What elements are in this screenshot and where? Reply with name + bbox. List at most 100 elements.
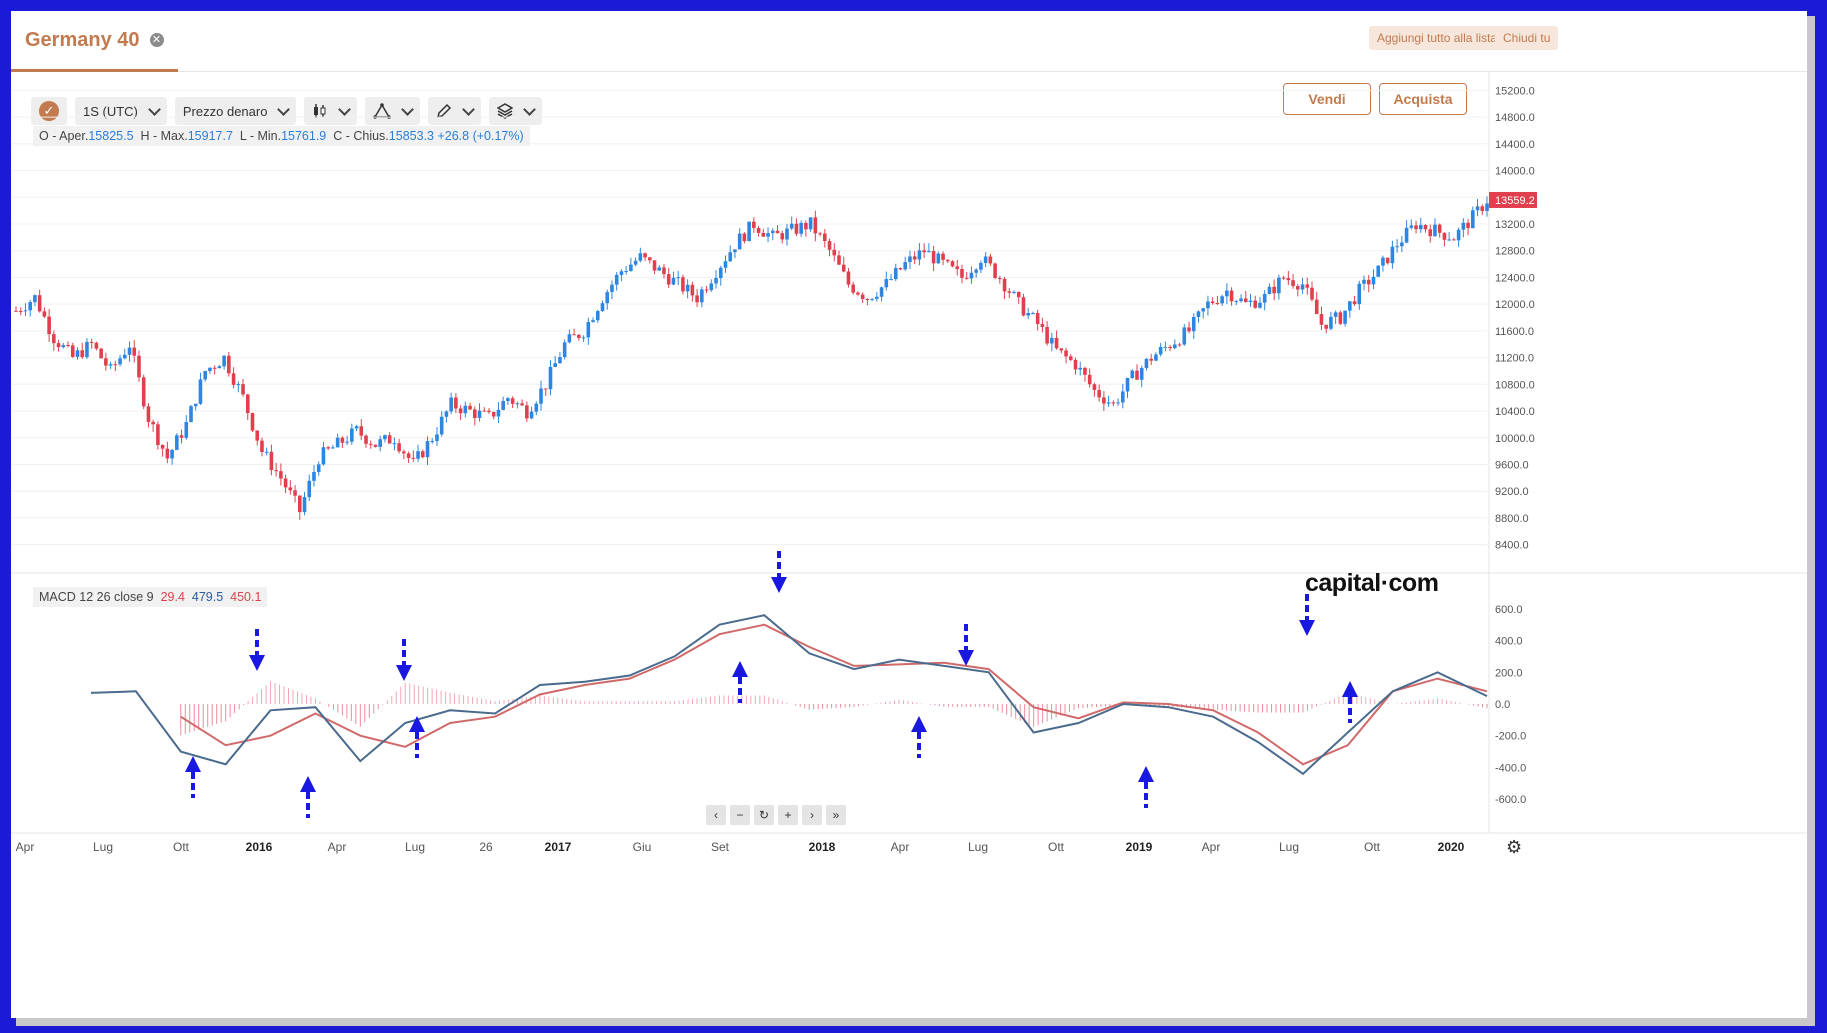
macd-params: MACD 12 26 close 9: [39, 590, 154, 604]
scroll-right-icon[interactable]: ›: [802, 805, 822, 825]
time-axis-tick: Set: [711, 840, 730, 854]
candle-body: [704, 289, 709, 291]
candle-body: [189, 406, 193, 423]
candle-body: [534, 403, 539, 412]
candle-body: [335, 437, 340, 448]
candle-body: [1362, 279, 1366, 284]
drawing-tools-select[interactable]: [365, 97, 421, 125]
candle-body: [439, 416, 444, 435]
candle-body: [1428, 229, 1433, 237]
candle-body: [742, 233, 747, 242]
tab-germany-40[interactable]: Germany 40 ✕: [11, 11, 178, 72]
candle-body: [122, 354, 127, 359]
candle-body: [1035, 312, 1040, 325]
last-price-tag: [1489, 191, 1537, 208]
candle-body: [945, 259, 950, 262]
candle-body: [1125, 377, 1130, 392]
price-axis-tick: 15200.0: [1495, 85, 1535, 97]
candle-body: [312, 471, 316, 481]
scroll-left-icon[interactable]: ‹: [706, 805, 726, 825]
candle-body: [884, 279, 889, 288]
candle-body: [227, 355, 231, 374]
macd-label: MACD 12 26 close 9 29.4 479.5 450.1: [33, 587, 268, 607]
candle-body: [80, 350, 85, 358]
candle-body: [23, 310, 28, 312]
price-chart[interactable]: 15200.014800.014400.014000.013600.013200…: [11, 11, 1807, 1018]
candle-body: [1348, 301, 1352, 311]
candle-body: [506, 398, 510, 401]
candle-body: [293, 490, 297, 496]
candle-body: [553, 363, 558, 368]
candle-body: [676, 277, 680, 279]
candle-body: [1078, 367, 1083, 370]
candle-body: [1073, 359, 1078, 370]
price-axis-tick: 8800.0: [1495, 513, 1529, 525]
candle-body: [865, 299, 870, 301]
candle-body: [908, 256, 912, 263]
candlestick-icon: [314, 104, 326, 118]
candle-body: [1187, 327, 1191, 332]
price-axis-tick: 9200.0: [1495, 486, 1529, 498]
candle-body: [988, 256, 993, 264]
candle-body: [1064, 350, 1068, 357]
price-type-select[interactable]: Prezzo denaro: [174, 97, 297, 125]
favorite-toggle[interactable]: ✓: [31, 97, 67, 125]
annotation-arrowhead: [1342, 681, 1358, 697]
candle-body: [662, 267, 666, 275]
candle-body: [1068, 356, 1073, 360]
candle-body: [733, 249, 737, 253]
zoom-in-icon[interactable]: +: [778, 805, 798, 825]
zoom-out-icon[interactable]: −: [730, 805, 750, 825]
close-icon[interactable]: ✕: [149, 33, 164, 47]
candle-body: [841, 264, 846, 272]
low-label: L - Min.: [239, 129, 282, 143]
candle-body: [927, 251, 931, 253]
chart-type-select[interactable]: [304, 97, 358, 125]
pencil-tool-select[interactable]: [428, 97, 482, 125]
candle-body: [331, 447, 335, 449]
low-value: 15761.9: [281, 129, 327, 143]
scroll-end-icon[interactable]: »: [826, 805, 846, 825]
close-all-button[interactable]: Chiudi tu: [1495, 26, 1559, 50]
candle-body: [648, 257, 652, 261]
sell-button[interactable]: Vendi: [1283, 83, 1371, 115]
candle-body: [1182, 327, 1187, 345]
change-value: +26.8 (+0.17%): [437, 129, 524, 143]
candle-body: [1040, 324, 1045, 327]
buy-button[interactable]: Acquista: [1379, 83, 1467, 115]
candle-body: [85, 341, 89, 358]
candle-body: [1059, 348, 1064, 351]
candle-body: [444, 411, 449, 417]
annotation-arrowhead: [185, 756, 201, 772]
annotation-arrowhead: [771, 577, 787, 593]
reset-icon[interactable]: ↻: [754, 805, 774, 825]
candle-body: [1054, 337, 1059, 349]
candle-body: [808, 217, 813, 230]
add-all-button[interactable]: Aggiungi tutto alla lista: [1369, 26, 1506, 50]
candle-body: [392, 443, 397, 445]
last-price-value: 13559.2: [1495, 195, 1535, 207]
candle-body: [1210, 301, 1215, 304]
candle-body: [354, 426, 359, 429]
candle-body: [610, 284, 614, 293]
candle-body: [260, 440, 264, 452]
candle-body: [548, 367, 553, 390]
candle-body: [1087, 374, 1092, 385]
frame-shadow-bottom: [16, 1018, 1815, 1026]
candle-body: [827, 241, 832, 250]
interval-value: 1S (UTC): [83, 103, 138, 119]
candle-body: [236, 384, 241, 386]
candle-body: [113, 364, 118, 366]
candle-body: [477, 410, 482, 418]
candle-body: [108, 364, 113, 366]
time-axis-tick: Apr: [16, 840, 35, 854]
gear-icon[interactable]: ⚙: [1506, 837, 1523, 857]
candle-body: [1135, 370, 1139, 380]
candle-body: [1215, 303, 1220, 305]
candle-body: [525, 405, 529, 419]
candle-body: [629, 264, 633, 271]
layers-select[interactable]: [489, 97, 543, 125]
interval-select[interactable]: 1S (UTC): [75, 97, 167, 125]
price-type-value: Prezzo denaro: [182, 103, 268, 119]
candle-body: [316, 464, 321, 472]
